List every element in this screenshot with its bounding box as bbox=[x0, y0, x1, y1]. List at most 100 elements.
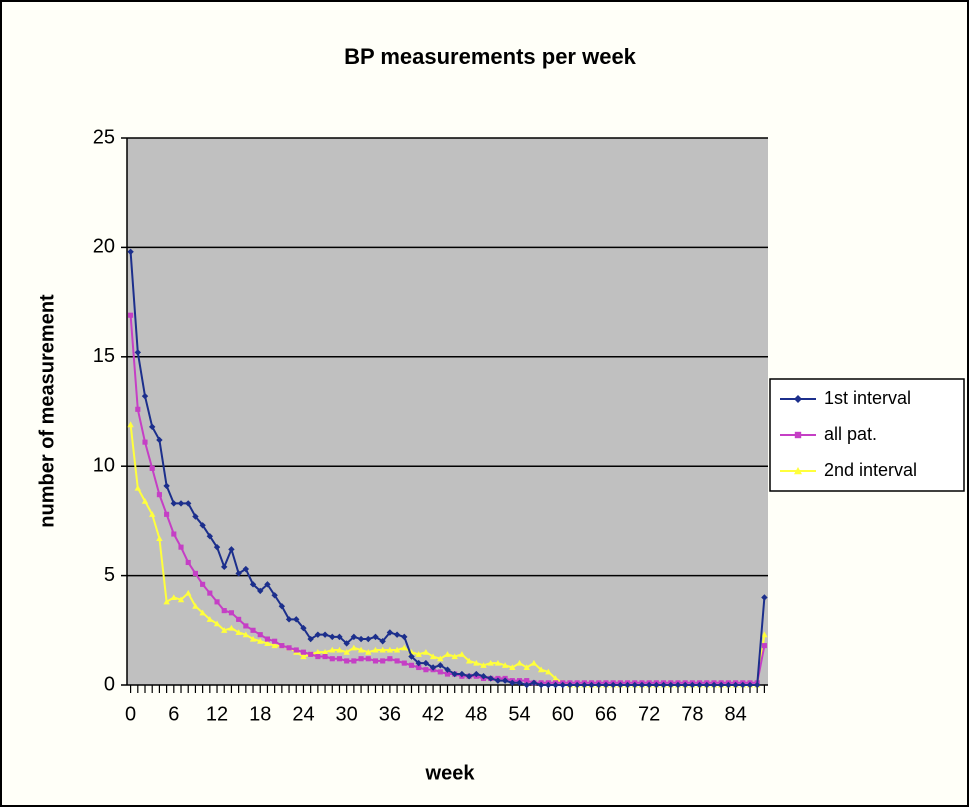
marker bbox=[279, 643, 285, 649]
x-tick-label: 60 bbox=[552, 703, 574, 725]
marker bbox=[530, 659, 538, 666]
plot-area: 0 5 10 15 20 25 0 6 12 18 24 30 36 42 48 54 60 66 72 78 84 bbox=[93, 126, 768, 725]
y-tick-label: 15 bbox=[93, 345, 115, 367]
marker bbox=[308, 651, 314, 657]
marker bbox=[393, 646, 401, 653]
marker bbox=[329, 646, 336, 653]
marker bbox=[458, 670, 466, 678]
marker bbox=[660, 681, 667, 689]
marker bbox=[293, 616, 300, 623]
marker bbox=[372, 658, 379, 664]
marker bbox=[177, 500, 185, 507]
marker bbox=[422, 648, 430, 655]
marker bbox=[480, 662, 487, 668]
marker bbox=[206, 616, 214, 622]
marker bbox=[437, 655, 444, 662]
marker bbox=[566, 681, 574, 689]
marker bbox=[380, 658, 386, 664]
marker bbox=[185, 559, 191, 566]
marker bbox=[509, 679, 516, 687]
marker bbox=[573, 681, 581, 689]
marker bbox=[379, 646, 386, 653]
marker bbox=[207, 590, 213, 596]
marker bbox=[408, 662, 415, 668]
marker bbox=[681, 681, 689, 689]
marker bbox=[264, 640, 271, 646]
marker bbox=[250, 627, 256, 633]
marker bbox=[192, 513, 199, 520]
marker bbox=[221, 563, 228, 571]
marker bbox=[372, 646, 379, 653]
x-tick-label: 6 bbox=[168, 703, 179, 725]
y-axis-title: number of measurement bbox=[36, 294, 58, 528]
marker bbox=[242, 565, 250, 573]
marker bbox=[689, 681, 696, 689]
marker bbox=[315, 653, 321, 660]
marker bbox=[473, 659, 480, 666]
marker bbox=[149, 511, 156, 517]
marker bbox=[401, 660, 407, 666]
marker bbox=[358, 656, 364, 662]
marker bbox=[638, 681, 646, 689]
marker bbox=[170, 594, 178, 601]
marker bbox=[465, 657, 473, 664]
marker bbox=[228, 610, 234, 616]
x-tick-label: 84 bbox=[724, 703, 746, 725]
marker bbox=[794, 395, 802, 403]
marker bbox=[149, 465, 155, 471]
x-tick-label: 78 bbox=[681, 703, 703, 725]
marker bbox=[458, 651, 466, 657]
marker bbox=[134, 349, 142, 356]
marker bbox=[444, 671, 451, 677]
marker bbox=[236, 616, 242, 622]
x-tick-label: 0 bbox=[125, 703, 136, 725]
marker bbox=[365, 648, 372, 655]
y-tick-label: 5 bbox=[104, 564, 115, 586]
marker bbox=[480, 673, 487, 680]
marker bbox=[141, 498, 149, 504]
x-tick-label: 66 bbox=[595, 703, 617, 725]
marker bbox=[465, 673, 473, 680]
marker bbox=[343, 640, 350, 647]
marker bbox=[451, 653, 458, 660]
marker bbox=[134, 484, 142, 491]
marker bbox=[645, 681, 653, 689]
marker bbox=[530, 679, 538, 687]
marker bbox=[272, 638, 278, 644]
x-tick-label: 54 bbox=[508, 703, 530, 725]
marker bbox=[523, 681, 530, 689]
marker bbox=[746, 681, 754, 689]
marker bbox=[336, 656, 343, 662]
marker bbox=[235, 570, 242, 577]
marker bbox=[300, 653, 307, 660]
y-tick-label: 0 bbox=[104, 673, 115, 695]
marker bbox=[249, 581, 257, 588]
marker bbox=[163, 482, 170, 490]
marker bbox=[387, 656, 393, 662]
marker bbox=[429, 653, 437, 660]
marker bbox=[221, 627, 228, 633]
marker bbox=[127, 421, 134, 428]
marker bbox=[437, 662, 444, 669]
marker bbox=[170, 500, 178, 507]
marker bbox=[537, 681, 545, 689]
marker bbox=[257, 638, 264, 644]
marker bbox=[228, 546, 235, 553]
marker bbox=[696, 681, 703, 689]
marker bbox=[357, 635, 365, 643]
marker bbox=[142, 439, 148, 445]
marker bbox=[357, 646, 365, 653]
marker bbox=[524, 678, 530, 684]
legend: 1st interval all pat. 2nd interval bbox=[769, 378, 965, 492]
marker bbox=[185, 500, 192, 507]
legend-label: 1st interval bbox=[824, 388, 911, 408]
marker bbox=[422, 659, 430, 667]
marker bbox=[552, 675, 559, 681]
marker bbox=[141, 392, 149, 400]
marker bbox=[149, 423, 156, 431]
marker bbox=[300, 649, 307, 655]
x-tick-label: 36 bbox=[379, 703, 401, 725]
marker bbox=[322, 653, 328, 660]
y-tick-label: 25 bbox=[93, 126, 115, 148]
marker bbox=[437, 669, 443, 675]
